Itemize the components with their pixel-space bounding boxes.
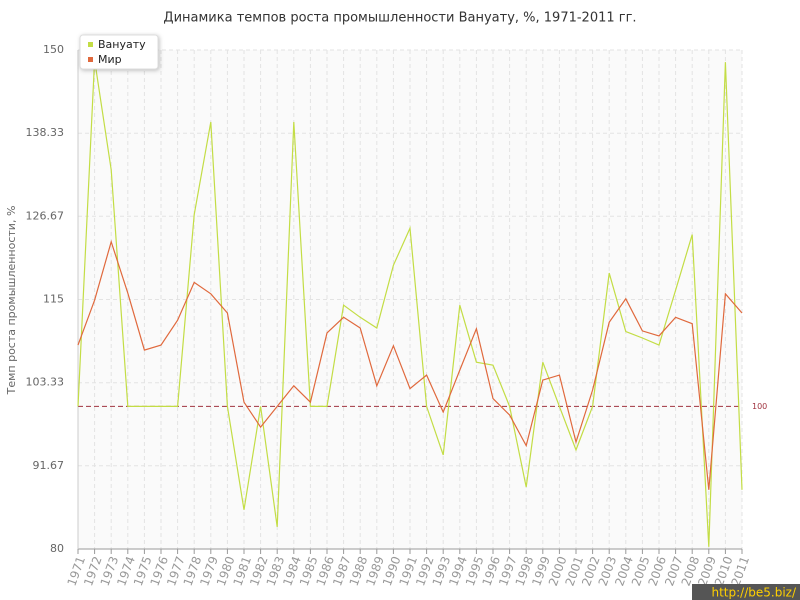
chart-title: Динамика темпов роста промышленности Ван… bbox=[163, 11, 636, 26]
legend-swatch bbox=[88, 42, 93, 47]
y-tick-label: 138.33 bbox=[26, 126, 65, 139]
y-tick-label: 80 bbox=[50, 542, 64, 555]
legend-swatch bbox=[88, 57, 93, 62]
legend-label: Мир bbox=[98, 53, 122, 66]
watermark-bg bbox=[692, 584, 800, 600]
watermark: http://be5.biz/ bbox=[711, 586, 796, 600]
y-axis-label: Темп роста промышленности, % bbox=[5, 206, 18, 396]
y-tick-label: 126.67 bbox=[26, 209, 65, 222]
y-tick-label: 115 bbox=[43, 293, 64, 306]
series-line bbox=[77, 59, 743, 547]
legend-label: Вануату bbox=[98, 38, 146, 51]
legend-box bbox=[79, 34, 159, 70]
y-tick-label: 91.67 bbox=[33, 459, 65, 472]
y-tick-label: 150 bbox=[43, 43, 64, 56]
series-line bbox=[77, 239, 743, 490]
reference-label: 100 bbox=[752, 402, 767, 411]
y-tick-label: 103.33 bbox=[26, 376, 65, 389]
